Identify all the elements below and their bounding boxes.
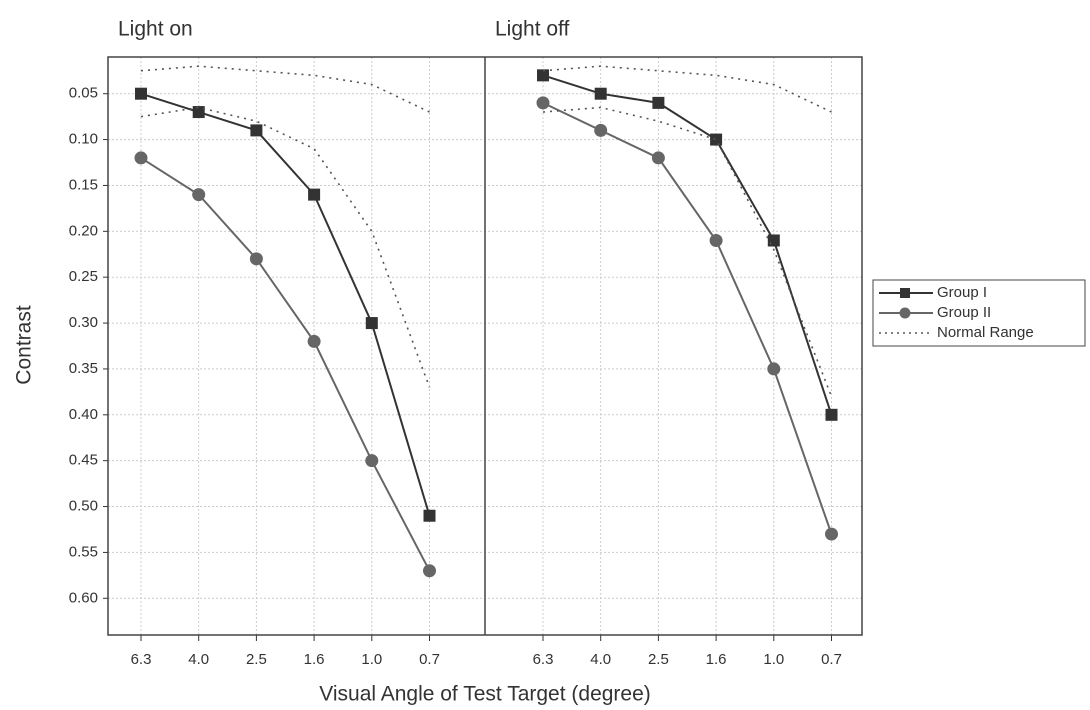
x-tick-label: 1.0 [361,651,382,668]
x-tick-label: 0.7 [821,651,842,668]
y-tick-label: 0.10 [69,131,98,148]
x-tick-label: 0.7 [419,651,440,668]
x-tick-label: 4.0 [590,651,611,668]
marker [308,188,321,201]
marker [365,317,378,330]
panel-title: Light on [118,18,193,41]
marker [192,106,205,119]
x-tick-label: 1.6 [706,651,727,668]
legend-marker [900,288,910,298]
marker [537,69,549,82]
y-axis-label: Contrast [13,305,36,385]
marker [423,564,436,578]
marker [710,133,723,146]
range-line [140,106,431,388]
y-tick-label: 0.30 [69,314,98,331]
marker [250,124,263,137]
marker [365,454,379,468]
marker [594,123,608,137]
marker [594,87,607,100]
range-line [140,65,430,113]
marker [767,362,781,376]
x-axis-label: Visual Angle of Test Target (degree) [319,683,651,706]
marker [423,509,436,522]
series-line [542,74,833,416]
x-tick-label: 4.0 [188,651,209,668]
series-line [140,157,431,572]
marker [192,188,206,202]
y-tick-label: 0.25 [69,268,98,285]
marker [825,527,838,541]
y-tick-label: 0.15 [69,176,98,193]
x-tick-label: 1.6 [304,651,325,668]
y-tick-label: 0.55 [69,543,98,560]
y-tick-label: 0.45 [69,452,98,469]
marker [307,334,321,348]
legend-label: Normal Range [937,324,1034,341]
panel-title: Light off [495,18,570,41]
series-line [542,101,833,535]
y-tick-label: 0.05 [69,85,98,102]
y-tick-label: 0.35 [69,360,98,377]
y-tick-label: 0.50 [69,498,98,515]
range-line [542,106,833,397]
marker [767,234,780,247]
y-tick-label: 0.20 [69,222,98,239]
y-tick-label: 0.40 [69,406,98,423]
marker [651,151,665,165]
marker [652,96,665,109]
marker [825,408,838,421]
x-tick-label: 6.3 [131,651,152,668]
marker [709,233,723,247]
marker [134,151,148,165]
legend-label: Group I [937,284,987,301]
marker [135,87,147,100]
y-tick-label: 0.60 [69,589,98,606]
x-tick-label: 6.3 [533,651,554,668]
marker [536,96,550,110]
marker [249,252,263,266]
legend-marker [899,307,911,319]
series-line [140,92,431,517]
x-tick-label: 2.5 [246,651,267,668]
legend-label: Group II [937,304,991,321]
x-tick-label: 2.5 [648,651,669,668]
x-tick-label: 1.0 [763,651,784,668]
